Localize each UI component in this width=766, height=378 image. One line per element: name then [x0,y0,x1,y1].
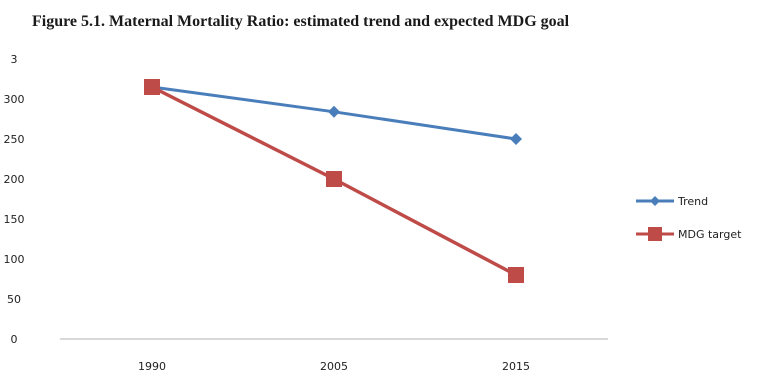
data-point [326,171,342,187]
x-axis-ticks: 1990 2005 2015 [138,360,530,373]
legend: Trend MDG target [636,195,742,241]
y-tick-label: 200 [4,173,25,186]
legend-item: MDG target [636,227,742,241]
legend-item: Trend [636,195,708,208]
y-tick-label: 250 [4,133,25,146]
y-tick-label: 50 [7,293,21,306]
data-point [510,133,522,145]
legend-label: MDG target [678,228,742,241]
x-tick-label: 1990 [138,360,166,373]
x-tick-label: 2015 [502,360,530,373]
y-tick-label: 150 [4,213,25,226]
y-tick-label: 100 [4,253,25,266]
series-mdg-target [144,79,524,283]
data-point [144,79,160,95]
data-point [328,105,340,118]
x-tick-label: 2005 [320,360,348,373]
legend-marker [648,227,662,241]
legend-label: Trend [677,195,708,208]
series-layer [144,79,524,283]
legend-marker [650,196,660,206]
y-tick-label: 300 [4,93,25,106]
y-axis-ticks: 0 50 100 150 200 250 300 [4,93,25,346]
data-point [508,267,524,283]
y-axis-top-label: 3 [11,53,18,66]
y-tick-label: 0 [11,333,18,346]
figure-title: Figure 5.1. Maternal Mortality Ratio: es… [32,13,570,30]
